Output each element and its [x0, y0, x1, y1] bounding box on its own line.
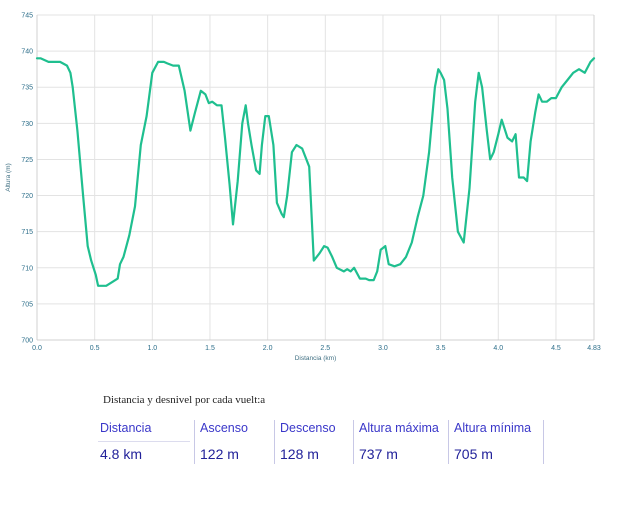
x-tick-label: 1.5	[205, 345, 215, 352]
y-tick-label: 745	[21, 13, 33, 20]
column-divider	[353, 420, 354, 464]
stat-value-ascenso: 122 m	[200, 446, 239, 462]
stat-header-descenso: Descenso	[280, 421, 336, 435]
stat-header-ascenso: Ascenso	[200, 421, 248, 435]
x-axis-title: Distancia (km)	[295, 355, 337, 362]
x-tick-label: 1.0	[147, 345, 157, 352]
stat-value-altura-minima: 705 m	[454, 446, 493, 462]
stat-value-altura-maxima: 737 m	[359, 446, 398, 462]
stats-table: Distancia 4.8 km Ascenso 122 m Descenso …	[98, 418, 548, 466]
x-tick-label: 4.5	[551, 345, 561, 352]
stat-header-altura-minima: Altura mínima	[454, 421, 532, 435]
y-tick-label: 730	[21, 121, 33, 128]
x-tick-label: 3.0	[378, 345, 388, 352]
column-divider	[274, 420, 275, 464]
x-tick-label: 2.5	[320, 345, 330, 352]
x-tick-label: 4.0	[493, 345, 503, 352]
y-tick-label: 710	[21, 265, 33, 272]
header-underline	[98, 441, 190, 442]
y-tick-label: 720	[21, 193, 33, 200]
y-tick-label: 715	[21, 229, 33, 236]
y-axis-title: Altura (m)	[5, 163, 12, 192]
y-tick-label: 725	[21, 157, 33, 164]
y-tick-label: 740	[21, 49, 33, 56]
x-tick-label: 2.0	[263, 345, 273, 352]
stat-value-distancia: 4.8 km	[100, 446, 143, 462]
column-divider	[543, 420, 544, 464]
y-tick-label: 705	[21, 301, 33, 308]
x-tick-label: 0.0	[32, 345, 42, 352]
elevation-chart: 700 705 710 715 720 725 730 735 740 745 0.0 0.5 1.0 1…	[5, 13, 601, 363]
summary-title: Distancia y desnivel por cada vuelt:a	[103, 394, 266, 406]
stat-header-altura-maxima: Altura máxima	[359, 421, 439, 435]
column-divider	[448, 420, 449, 464]
elevation-line	[35, 57, 596, 287]
stat-value-descenso: 128 m	[280, 446, 319, 462]
x-tick-label: 4.83	[587, 345, 601, 352]
column-divider	[194, 420, 195, 464]
x-tick-label: 3.5	[436, 345, 446, 352]
y-tick-label: 700	[21, 338, 33, 345]
elevation-chart-svg: 700 705 710 715 720 725 730 735 740 745 0.0 0.5 1.0 1…	[5, 13, 601, 363]
x-tick-label: 0.5	[90, 345, 100, 352]
y-tick-label: 735	[21, 85, 33, 92]
stat-header-distancia: Distancia	[100, 421, 152, 435]
